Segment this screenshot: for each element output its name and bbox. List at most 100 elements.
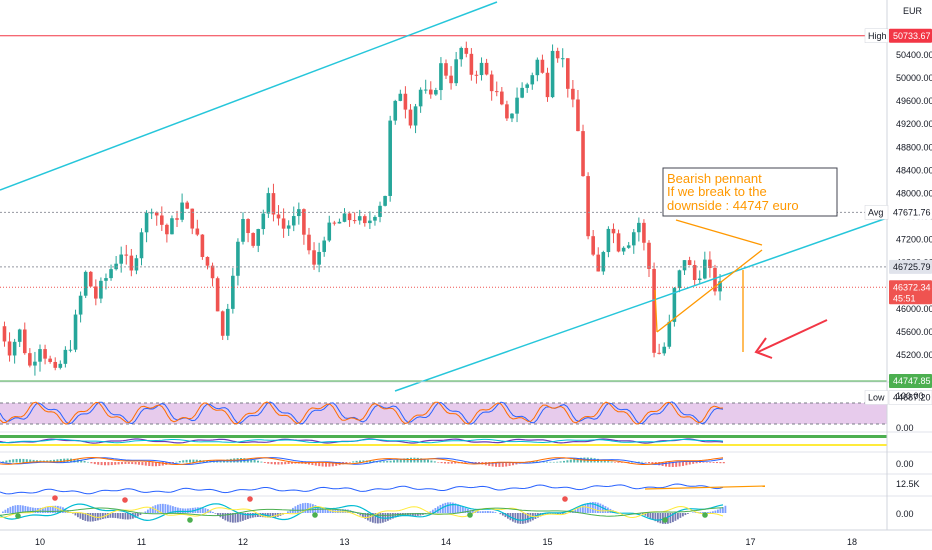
candle — [236, 238, 240, 286]
candle — [154, 211, 159, 226]
candle — [342, 208, 347, 223]
candle — [596, 247, 601, 272]
candle — [33, 351, 37, 376]
candle — [210, 262, 215, 287]
stoch-rsi-pane — [0, 401, 887, 425]
candle — [616, 229, 621, 253]
annotation-box[interactable]: Bearish pennant If we break to the downs… — [662, 167, 838, 217]
price-level-lines — [0, 35, 887, 382]
candle — [215, 276, 220, 312]
candle — [58, 360, 63, 370]
candle — [281, 208, 286, 238]
candle — [591, 229, 595, 257]
candle — [647, 240, 651, 278]
candle — [474, 70, 479, 84]
candle — [302, 208, 306, 245]
svg-text:44687.20: 44687.20 — [893, 393, 931, 403]
y-tick-label: 49600.00 — [896, 96, 932, 106]
candle — [489, 70, 494, 101]
candle — [347, 211, 352, 227]
candle — [165, 223, 169, 243]
candle — [657, 343, 661, 355]
candle — [708, 251, 712, 278]
svg-text:High: High — [868, 31, 887, 41]
candle — [606, 226, 611, 258]
candle — [535, 57, 540, 82]
price-axis[interactable]: EUR 44400.0044800.0045200.0045600.004600… — [864, 0, 932, 530]
candle — [586, 172, 590, 240]
candle — [22, 322, 27, 355]
time-axis[interactable]: 10 11 12 13 14 15 16 17 18 — [0, 529, 932, 547]
candle — [398, 89, 403, 102]
candle — [114, 255, 118, 271]
lower-channel-line — [394, 217, 888, 392]
candle — [246, 218, 250, 243]
x-tick-label: 18 — [847, 537, 857, 547]
candle — [540, 54, 545, 74]
candle — [53, 357, 58, 371]
pennant-lower-line — [656, 249, 763, 333]
svg-text:46372.34: 46372.34 — [893, 282, 931, 292]
candle — [332, 220, 337, 226]
candle — [611, 223, 616, 244]
candle — [261, 209, 266, 235]
indicator-panes — [0, 381, 932, 524]
candle — [225, 303, 230, 341]
y-tick-label: 48000.00 — [896, 188, 932, 198]
candle — [601, 250, 606, 275]
candle — [687, 256, 692, 266]
panel1-tick-top: 100.00 — [896, 391, 924, 401]
candle — [373, 215, 377, 226]
candle — [439, 57, 443, 101]
panel4-tick: 12.5K — [896, 479, 920, 489]
ma-ribbon-pane — [0, 435, 887, 446]
candle — [571, 80, 575, 108]
low-price-tag: 44687.20 Low — [864, 390, 932, 405]
candle — [566, 58, 570, 98]
panel3-tick: 0.00 — [896, 459, 914, 469]
candle — [388, 115, 392, 202]
candle — [124, 244, 129, 265]
candle — [677, 269, 682, 293]
candle — [297, 202, 301, 225]
candle — [256, 228, 261, 253]
candle — [555, 47, 560, 63]
avg-price-tag: 47671.76 Avg — [864, 205, 932, 220]
x-tick-label: 11 — [137, 537, 146, 547]
currency-label: EUR — [903, 6, 923, 16]
candle — [195, 219, 200, 237]
candle — [180, 193, 184, 223]
target-price-tag: 44747.85 — [889, 374, 932, 389]
candle — [626, 241, 631, 249]
y-tick-label: 45600.00 — [896, 327, 932, 337]
last-price-tag: 46725.79 — [889, 259, 932, 274]
y-tick-label: 50000.00 — [896, 73, 932, 83]
candle — [662, 342, 667, 356]
svg-text:47671.76: 47671.76 — [893, 207, 931, 217]
candle — [205, 256, 210, 270]
candle — [464, 41, 469, 58]
candle — [144, 210, 149, 243]
candle — [449, 66, 453, 90]
annotation-line-3: downside : 44747 euro — [667, 198, 799, 213]
y-tick-label: 47200.00 — [896, 235, 932, 245]
high-price-tag: 50733.67 High — [864, 28, 932, 44]
candle — [28, 348, 32, 368]
candle — [550, 44, 555, 99]
candle — [368, 211, 372, 229]
price-pane[interactable] — [0, 1, 888, 392]
candle — [423, 79, 428, 94]
x-tick-label: 15 — [542, 537, 552, 547]
candle — [73, 309, 78, 353]
candle — [545, 67, 550, 102]
candle — [170, 215, 174, 235]
candle — [703, 251, 707, 280]
annotation-frame — [662, 167, 838, 217]
candle — [63, 346, 68, 368]
svg-text:45:51: 45:51 — [893, 293, 916, 303]
candle — [444, 59, 448, 79]
candle — [88, 270, 93, 287]
wave-trend-pane — [0, 495, 727, 524]
candle — [276, 205, 281, 226]
